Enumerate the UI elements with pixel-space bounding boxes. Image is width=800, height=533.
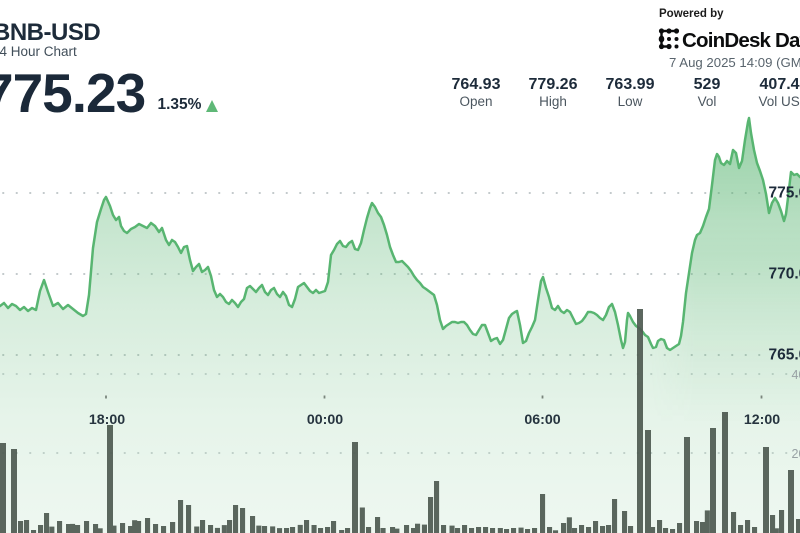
svg-text:20: 20 (792, 447, 800, 461)
svg-text:18:00: 18:00 (89, 412, 125, 428)
svg-text:770.0: 770.0 (769, 266, 800, 283)
svg-text:00:00: 00:00 (307, 412, 343, 428)
svg-text:12:00: 12:00 (744, 412, 780, 428)
svg-text:40: 40 (792, 368, 800, 382)
svg-text:775.0: 775.0 (769, 185, 800, 202)
svg-text:06:00: 06:00 (524, 412, 560, 428)
svg-text:765.0: 765.0 (769, 347, 800, 364)
